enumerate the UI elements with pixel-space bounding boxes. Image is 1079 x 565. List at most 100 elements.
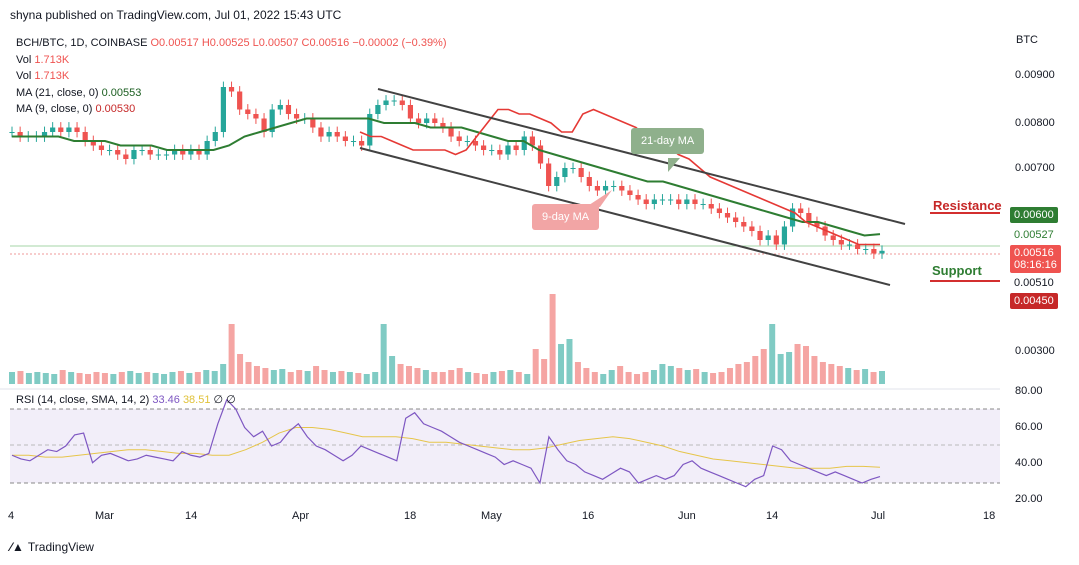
vol2-value: 1.713K [34, 70, 70, 82]
volume-bar [76, 373, 83, 384]
rsi-tick-0: 80.00 [1015, 385, 1043, 397]
candle-body [855, 244, 861, 249]
volume-bar [634, 374, 641, 384]
candle-body [41, 132, 48, 137]
x-tick-5: May [481, 510, 502, 522]
volume-bar [760, 349, 767, 384]
volume-bar [676, 368, 683, 384]
candle-body [204, 141, 210, 155]
candle-body [293, 114, 300, 119]
volume-bar [456, 368, 463, 384]
volume-bar [59, 370, 66, 384]
candle-body [172, 150, 178, 155]
volume-bar [245, 362, 252, 384]
volume-bar [836, 366, 843, 384]
rsi-tick-1: 60.00 [1015, 421, 1043, 433]
candle-body [667, 199, 674, 201]
y-tick-3: 0.00300 [1015, 345, 1055, 357]
legend-row-ma9: MA (9, close, 0) 0.00530 [16, 101, 447, 118]
candle-body [237, 91, 243, 110]
candle-body [180, 150, 186, 155]
ma9-label[interactable]: MA (9, close, 0) [16, 103, 93, 115]
candle-body [497, 150, 503, 155]
volume-bar [777, 354, 784, 384]
volume-bar [380, 324, 387, 384]
volume-bar [422, 370, 429, 384]
candle-body [375, 105, 381, 114]
ma21-label[interactable]: MA (21, close, 0) [16, 86, 99, 99]
candle-body [749, 226, 755, 231]
volume-bar [262, 368, 269, 384]
close-price-value: 0.00516 [1014, 247, 1054, 259]
volume-bar [473, 373, 480, 384]
volume-bar [524, 374, 531, 384]
volume-bar [693, 369, 700, 384]
volume-bar [566, 339, 573, 384]
candle-body [440, 123, 446, 128]
volume-bar [794, 344, 801, 384]
volume-bar [135, 373, 142, 384]
ma21-value: 0.00553 [101, 86, 142, 99]
volume-bar [701, 372, 708, 384]
x-tick-8: 14 [766, 510, 779, 522]
candle-body [391, 100, 397, 102]
candle-body [261, 118, 267, 132]
y-tick-0: 0.00900 [1015, 69, 1055, 81]
candle-body [367, 114, 373, 146]
candle-body [546, 163, 552, 186]
volume-bar [819, 362, 826, 384]
candle-body [830, 235, 836, 240]
candle-body [17, 132, 23, 137]
volume-bar [169, 372, 176, 384]
candle-body [562, 168, 568, 177]
ma9-callout-pointer [586, 190, 612, 207]
volume-bar [726, 368, 733, 384]
price-chart[interactable] [0, 0, 1000, 505]
candle-body [212, 132, 218, 141]
volume-bar [650, 370, 657, 384]
rsi-band [10, 409, 1000, 483]
channel-upper-line[interactable] [377, 88, 906, 225]
volume-bar [51, 374, 58, 384]
volume-bar [287, 372, 294, 384]
candle-body [806, 213, 812, 222]
volume-bars [9, 294, 885, 384]
candle-body [123, 154, 129, 159]
candle-body [651, 199, 657, 204]
volume-bar [25, 373, 32, 384]
volume-bar [591, 372, 598, 384]
channel-lower-line[interactable] [359, 147, 891, 286]
volume-bar [68, 372, 75, 384]
candle-body [464, 141, 470, 142]
ma21-callout: 21-day MA [631, 128, 705, 154]
volume-bar [194, 372, 201, 384]
candle-body [773, 235, 779, 245]
x-tick-3: Apr [292, 510, 310, 522]
candle-body [789, 208, 796, 227]
candle-body [838, 240, 844, 245]
x-tick-6: 16 [582, 510, 595, 522]
volume-bar [828, 364, 835, 384]
volume-bar [17, 371, 24, 384]
volume-bar [110, 374, 117, 384]
candle-body [188, 150, 194, 155]
candle-body [342, 136, 348, 141]
candle-body [310, 118, 316, 128]
volume-bar [625, 372, 632, 384]
candle-body [350, 141, 357, 142]
volume-bar [329, 372, 336, 384]
volume-bar [431, 372, 438, 384]
rsi-tick-2: 40.00 [1015, 457, 1043, 469]
candle-body [513, 145, 519, 150]
candle-body [871, 249, 877, 254]
symbol-label[interactable]: BCH/BTC, 1D, COINBASE [16, 37, 148, 49]
candle-body [570, 168, 576, 169]
candle-body [155, 154, 161, 156]
candle-body [139, 150, 145, 151]
candle-body [529, 136, 535, 146]
ma21-price-tag: 0.00527 [1010, 227, 1058, 243]
tradingview-brand[interactable]: ⁄▲ TradingView [10, 540, 94, 554]
rsi-label[interactable]: RSI (14, close, SMA, 14, 2) [16, 394, 150, 406]
candle-body [90, 141, 96, 146]
volume-bar [710, 373, 717, 384]
